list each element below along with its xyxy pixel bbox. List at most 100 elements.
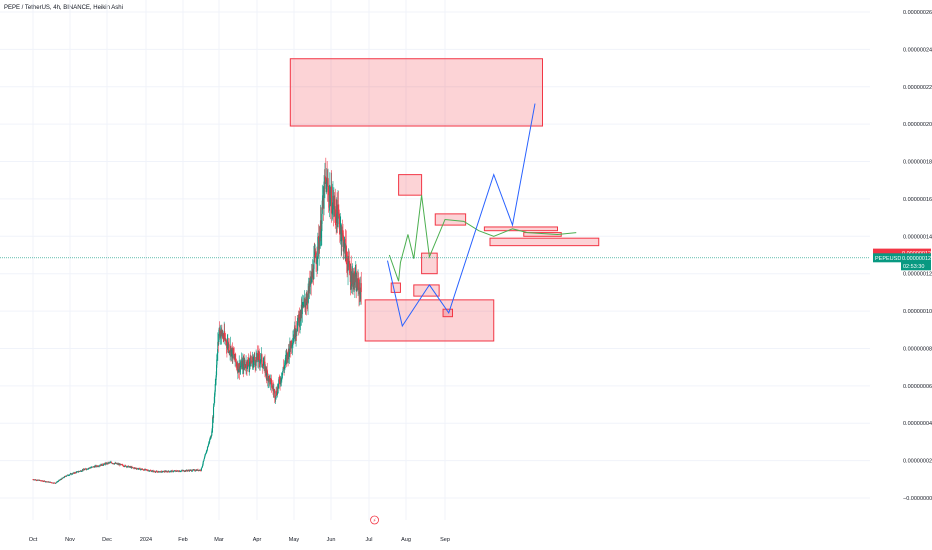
candle-body [209, 436, 212, 439]
candle-body [280, 378, 282, 381]
y-axis: 0.0000002600 0.0000002400 0.0000002200 0.00… [903, 10, 932, 502]
candle-body [260, 355, 262, 360]
candle-body [352, 273, 354, 287]
candle-body [303, 301, 305, 303]
candle-body [224, 337, 226, 339]
candle-body [295, 331, 297, 337]
candle-body [203, 457, 206, 459]
candle-body [313, 260, 315, 280]
x-axis: Oct Nov Dec 2024 Feb Mar Apr May Jun Jul Aug Sep [29, 537, 450, 543]
candle-body [268, 375, 270, 382]
candle-body [110, 461, 112, 463]
price-tag-red [873, 248, 931, 258]
candle-body [226, 344, 228, 349]
candle-body [260, 359, 262, 361]
x-tick-label: Apr [253, 537, 262, 543]
candle-body [262, 365, 264, 369]
candle-body [326, 177, 328, 180]
candle-body [325, 177, 327, 179]
candle-body [55, 482, 57, 484]
zone-box [364, 299, 495, 342]
candle-body [341, 237, 343, 242]
candle-body [220, 334, 222, 338]
candlesticks [32, 157, 362, 484]
candle-body [213, 396, 215, 404]
candle-body [303, 301, 305, 307]
candle-body [161, 471, 163, 472]
candle-body [59, 479, 61, 481]
candle-body [292, 338, 294, 341]
candle-body [267, 372, 269, 381]
event-marker[interactable]: ⚡ [370, 515, 379, 525]
candle-body [296, 322, 298, 332]
candle-body [216, 354, 218, 365]
candle-body [202, 464, 204, 467]
y-tick-label: 0.0000001200 [903, 272, 932, 278]
candle-body [291, 341, 293, 347]
candle-body [351, 284, 353, 286]
candle-body [314, 255, 316, 256]
candle-body [276, 394, 278, 396]
candle-body [79, 471, 81, 473]
candle-body [235, 353, 237, 361]
candle-body [222, 335, 224, 339]
candle-body [331, 202, 334, 214]
candle-body [164, 471, 166, 473]
candle-body [307, 302, 309, 303]
candle-body [332, 195, 334, 210]
candle-body [103, 464, 105, 466]
candle-body [197, 469, 199, 471]
candle-body [258, 353, 260, 355]
candle-body [145, 469, 147, 471]
zone-box [483, 226, 558, 232]
candle-body [96, 466, 98, 468]
candle-body [270, 379, 272, 380]
candle-body [282, 367, 284, 372]
candle-body [275, 398, 277, 399]
candle-body [337, 204, 339, 212]
candle-body [214, 384, 216, 392]
candle-body [210, 436, 212, 438]
candle-body [338, 213, 340, 225]
candle-body [330, 197, 332, 205]
candle-body [250, 361, 252, 367]
candle-body [74, 473, 76, 474]
x-tick-label: Jul [365, 537, 372, 543]
candle-body [328, 195, 330, 202]
candle-body [237, 363, 239, 373]
candle-body [243, 360, 245, 365]
projection-path-blue [387, 103, 536, 328]
projection-paths[interactable] [387, 103, 577, 328]
candle-body [320, 231, 322, 238]
candle-body [211, 428, 213, 432]
candle-body [281, 373, 283, 378]
candle-body [204, 454, 206, 456]
candle-body [299, 314, 301, 326]
candle-body [217, 341, 219, 354]
candle-body [206, 447, 209, 450]
candle-body [297, 315, 299, 323]
candle-body [154, 471, 156, 473]
candle-body [312, 268, 314, 279]
candle-body [218, 334, 220, 342]
candle-body [180, 471, 182, 473]
candle-body [331, 186, 333, 214]
candle-body [35, 479, 37, 481]
candle-body [346, 255, 348, 259]
candle-body [268, 375, 270, 379]
candle-body [217, 341, 219, 343]
supply-demand-zones[interactable] [289, 58, 600, 342]
candle-body [342, 232, 344, 236]
candle-body [261, 354, 263, 364]
y-tick-label: −0.0000000000 [903, 496, 932, 502]
x-tick-label: May [289, 537, 300, 543]
candle-body [350, 268, 352, 286]
candle-body [327, 179, 329, 187]
candle-body [246, 359, 248, 369]
candle-body [193, 469, 196, 471]
x-tick-label: Mar [214, 537, 224, 543]
candle-body [342, 230, 344, 233]
candle-body [122, 464, 124, 466]
candle-body [72, 472, 74, 474]
